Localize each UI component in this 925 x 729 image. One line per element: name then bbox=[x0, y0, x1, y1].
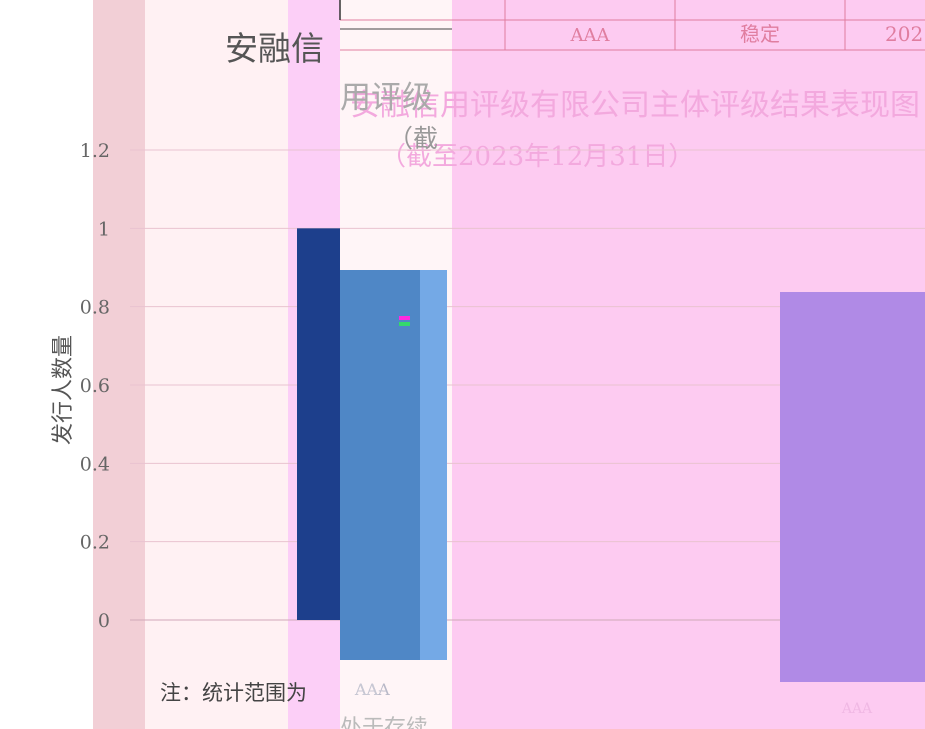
x-tick-aaa: AAA bbox=[841, 701, 873, 717]
y-tick-label: 0.6 bbox=[80, 375, 110, 397]
bar-aaa bbox=[297, 228, 340, 621]
bars bbox=[297, 228, 447, 660]
note-line2: 处于存续 bbox=[340, 716, 428, 729]
rating-table: AAA 稳定 202 bbox=[339, 0, 925, 51]
table-cell-outlook: 稳定 bbox=[740, 22, 780, 46]
bar-aaa-shifted-edge bbox=[420, 270, 447, 660]
note-text: 注：统计范围为 bbox=[160, 681, 307, 705]
table-cell-rating: AAA bbox=[570, 25, 611, 46]
y-tick-label: 1.2 bbox=[80, 140, 110, 162]
chart-subtitle: （截至2023年12月31日） bbox=[380, 142, 694, 172]
table-cell-date: 202 bbox=[885, 22, 923, 46]
y-tick-label: 0.2 bbox=[80, 532, 110, 554]
y-tick-label: 0 bbox=[98, 610, 110, 632]
y-axis-label: 发行人数量 bbox=[51, 335, 76, 445]
bar-label-aaa: AAA bbox=[354, 680, 390, 699]
marker-magenta bbox=[399, 316, 410, 320]
y-tick-label: 0.4 bbox=[80, 453, 110, 475]
bar-aaa-shifted bbox=[340, 270, 420, 660]
title-fragment: 安融信 bbox=[225, 29, 324, 68]
y-ticks: 0 0.2 0.4 0.6 0.8 1 1.2 bbox=[80, 140, 110, 632]
y-tick-label: 0.8 bbox=[80, 297, 110, 319]
marker-green bbox=[399, 322, 410, 326]
title-fragment-2: 用评级 bbox=[340, 80, 433, 116]
subtitle-fragment: （截 bbox=[388, 124, 438, 153]
echo-bars bbox=[780, 292, 925, 682]
chart-title: 安融信用评级有限公司主体评级结果表现图 bbox=[350, 88, 920, 123]
background-strip-a bbox=[93, 0, 145, 729]
note-suffix: AA- bbox=[354, 680, 384, 699]
background-strip-b bbox=[145, 0, 288, 729]
bar-aaa-echo bbox=[780, 292, 925, 682]
y-tick-label: 1 bbox=[98, 218, 110, 240]
